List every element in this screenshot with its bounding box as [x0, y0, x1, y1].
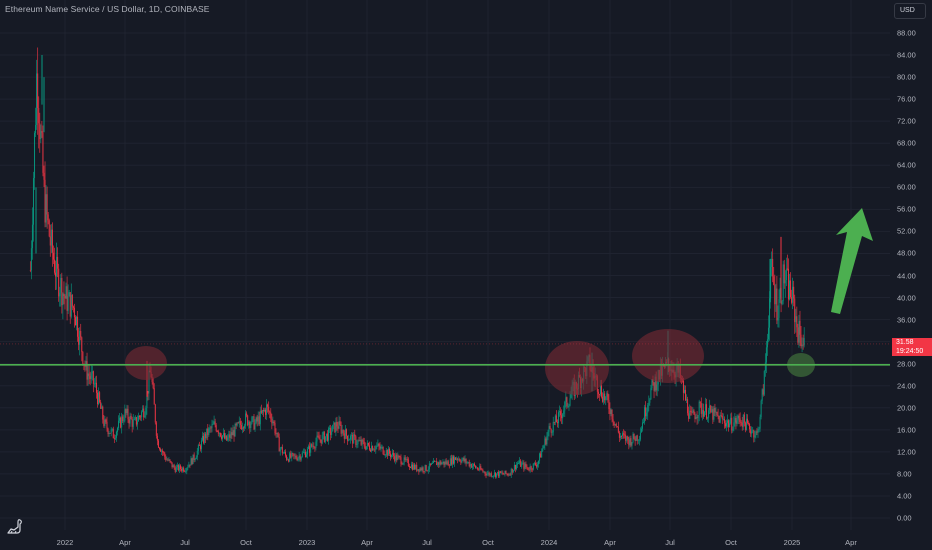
- time-tick: Jul: [665, 538, 675, 547]
- price-tick: 24.00: [897, 381, 916, 391]
- time-tick: Apr: [604, 538, 616, 547]
- time-tick: 2022: [56, 538, 74, 547]
- price-tick: 68.00: [897, 138, 916, 148]
- price-tick: 8.00: [897, 469, 912, 479]
- price-tick: 80.00: [897, 72, 916, 82]
- price-tick: 40.00: [897, 293, 916, 303]
- price-tick: 20.00: [897, 403, 916, 413]
- time-tick: Apr: [845, 538, 857, 547]
- time-tick: 2024: [540, 538, 558, 547]
- price-tick: 48.00: [897, 248, 916, 258]
- time-tick: 2023: [298, 538, 316, 547]
- price-tick: 64.00: [897, 160, 916, 170]
- price-tick: 0.00: [897, 513, 912, 523]
- time-tick: Oct: [725, 538, 737, 547]
- symbol-title: Ethereum Name Service / US Dollar, 1D, C…: [5, 4, 210, 14]
- time-tick: Oct: [482, 538, 494, 547]
- price-tick: 60.00: [897, 182, 916, 192]
- time-tick: Jul: [180, 538, 190, 547]
- price-tick: 52.00: [897, 226, 916, 236]
- bar-countdown: 19:24:50: [896, 347, 924, 355]
- last-price-value: 31.58: [896, 339, 914, 346]
- price-tick: 44.00: [897, 271, 916, 280]
- price-tick: 12.00: [897, 447, 916, 457]
- price-tick: 72.00: [897, 116, 916, 126]
- price-tick: 76.00: [897, 94, 916, 104]
- price-tick: 36.00: [897, 315, 916, 325]
- currency-button[interactable]: USD: [894, 3, 926, 19]
- price-tick: 28.00: [897, 359, 916, 369]
- price-tick: 84.00: [897, 50, 916, 60]
- last-price-label: 31.58 19:24:50: [892, 338, 932, 356]
- price-tick: 16.00: [897, 425, 916, 435]
- price-tick: 88.00: [897, 28, 916, 38]
- price-tick: 4.00: [897, 491, 912, 501]
- tradingview-logo-icon[interactable]: [6, 518, 24, 536]
- time-tick: 2025: [783, 538, 801, 547]
- time-tick: Jul: [422, 538, 432, 547]
- time-tick: Apr: [119, 538, 131, 547]
- time-tick: Apr: [361, 538, 373, 547]
- time-tick: Oct: [240, 538, 252, 547]
- price-tick: 56.00: [897, 204, 916, 214]
